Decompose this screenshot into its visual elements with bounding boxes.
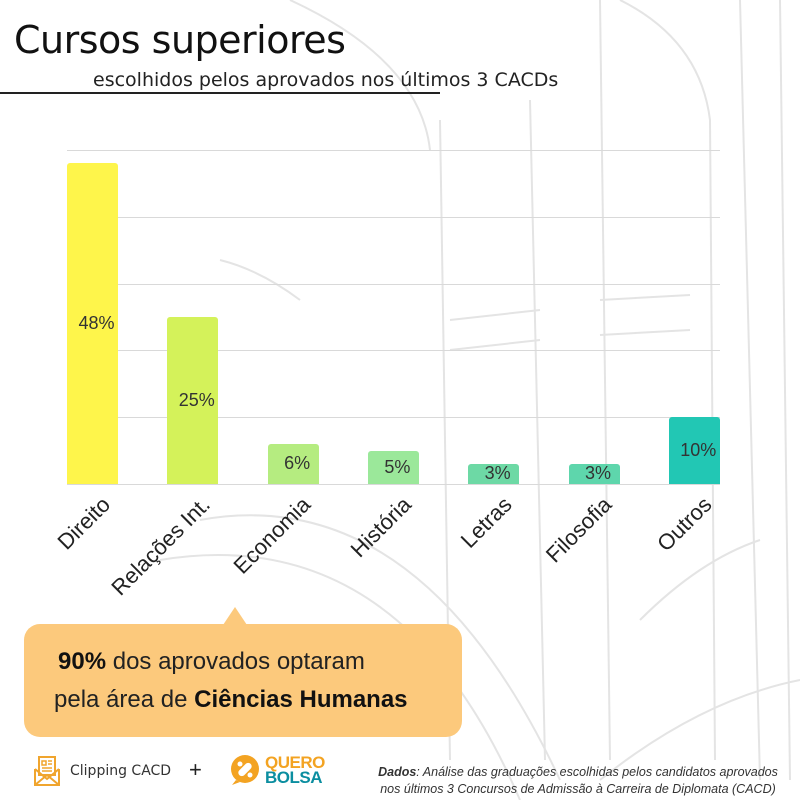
bar-value-label: 10%	[680, 440, 717, 461]
gridline	[67, 417, 720, 419]
bar-filosofia: 3%	[568, 463, 620, 484]
x-axis-label: Letras	[455, 491, 517, 553]
x-axis-label: História	[345, 491, 416, 563]
callout-pointer	[223, 607, 247, 625]
bar-value-label: 5%	[384, 456, 411, 477]
gridline	[67, 216, 720, 218]
x-axis-label: Outros	[652, 491, 717, 557]
gridline	[67, 350, 720, 352]
callout-highlight-percent: 90%	[58, 648, 107, 675]
quero-bolsa-logo: QUERO BOLSA	[228, 753, 325, 787]
source-label: Dados	[378, 765, 417, 779]
bar-letras: 3%	[468, 463, 520, 484]
x-axis-label: Economia	[228, 491, 316, 579]
chart-subtitle: escolhidos pelos aprovados nos últimos 3…	[93, 69, 559, 91]
bar-value-label: 6%	[284, 453, 311, 474]
bar-value-label: 3%	[484, 463, 511, 484]
gridline	[67, 484, 720, 485]
chart-title: Cursos superiores	[14, 18, 346, 62]
callout-highlight-area: Ciências Humanas	[194, 686, 408, 713]
callout-box: 90% dos aprovados optaram pela área de C…	[24, 624, 462, 737]
bar-chart-plot: 48% 25% 6% 5% 3% 3% 10%	[67, 150, 720, 485]
bar-outros: 10%	[668, 417, 720, 484]
bolsa-text: BOLSA	[265, 768, 322, 787]
callout-line-2: pela área de Ciências Humanas	[54, 686, 408, 713]
gridline	[67, 150, 720, 151]
bar-value-label: 25%	[178, 390, 215, 410]
x-axis-label: Relações Int.	[106, 491, 216, 601]
callout-line-1: 90% dos aprovados optaram	[58, 648, 365, 675]
plus-sign: +	[189, 757, 202, 782]
x-axis-label: Direito	[52, 491, 115, 555]
data-source-note: Dados: Análise das graduações escolhidas…	[378, 765, 778, 796]
bar-hist-ria: 5%	[367, 450, 419, 484]
clipping-cacd-logo: Clipping CACD	[32, 755, 171, 787]
bar-value-label: 3%	[584, 463, 611, 484]
newspaper-envelope-icon	[34, 756, 60, 786]
clipping-cacd-name: Clipping CACD	[70, 763, 172, 779]
bar-rela-es-int: 25%	[167, 317, 219, 484]
gridline	[67, 283, 720, 285]
quero-bolsa-icon	[231, 755, 259, 785]
title-underline	[0, 92, 440, 94]
x-axis-label: Filosofia	[540, 491, 617, 568]
quero-text: QUERO	[265, 753, 325, 772]
bar-value-label: 48%	[78, 313, 115, 334]
bar-direito: 48%	[67, 163, 118, 484]
bar-economia: 6%	[267, 443, 319, 484]
